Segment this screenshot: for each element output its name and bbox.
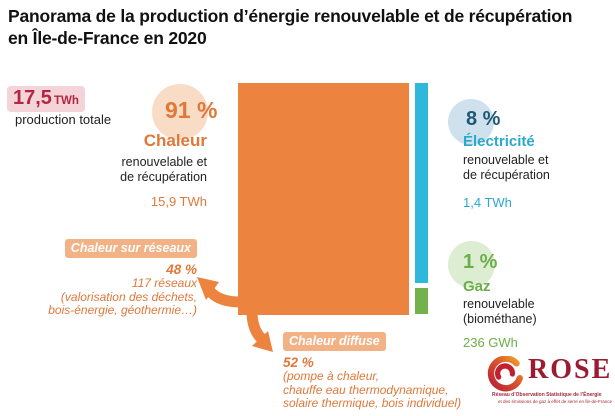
heat-desc-line1: renouvelable et: [121, 155, 207, 169]
gas-percent-circle: [448, 241, 495, 288]
heat-amount: 15,9 TWh: [150, 194, 207, 209]
total-value-highlight: 17,5 TWh: [7, 86, 85, 112]
arrow-to-heat-diffuse-icon: [246, 313, 273, 352]
heat-diffuse-badge: Chaleur diffuse: [283, 332, 386, 351]
heat-percent: 91 %: [165, 97, 218, 123]
heat-label-block: Chaleur renouvelable et de récupération …: [120, 131, 207, 209]
heat-networks-callout: Chaleur sur réseaux 48 % 117 réseaux (va…: [48, 239, 197, 318]
total-label: production totale: [15, 112, 112, 127]
heat-diffuse-percent: 52 %: [283, 355, 314, 370]
electricity-percent-circle: [448, 99, 494, 145]
heat-networks-line2: (valorisation des déchets,: [60, 289, 197, 304]
electricity-desc-line2: de récupération: [463, 168, 550, 182]
heat-percent-circle: [152, 84, 208, 140]
electricity-bar: [415, 83, 428, 283]
rose-logo: ROSE Réseau d’Observation Statistique de…: [484, 354, 612, 414]
heat-networks-line3: bois-énergie, géothermie…): [48, 303, 197, 317]
gas-desc-line2: (biométhane): [463, 312, 537, 326]
total-production: 17,5 TWh: [7, 86, 85, 112]
heat-diffuse-line2: chauffe eau thermodynamique,: [283, 382, 449, 397]
gas-bar: [415, 288, 428, 314]
heat-diffuse-callout: Chaleur diffuse 52 % (pompe à chaleur, c…: [283, 332, 461, 411]
rose-tagline-line1: Réseau d’Observation Statistique de l’Én…: [492, 392, 602, 398]
page-title: Panorama de la production d’énergie reno…: [8, 6, 598, 49]
heat-diffuse-line3: solaire thermique, bois individuel): [283, 396, 462, 410]
heat-name: Chaleur: [143, 131, 207, 150]
arrow-to-heat-networks-icon: [197, 277, 241, 308]
heat-bar: [238, 83, 409, 315]
electricity-percent: 8 %: [466, 108, 501, 130]
page-title-line1: Panorama de la production d’énergie reno…: [8, 6, 573, 26]
gas-desc-line1: renouvelable: [463, 297, 535, 311]
electricity-amount: 1,4 TWh: [463, 195, 512, 210]
heat-networks-line1: 117 réseaux: [131, 276, 197, 290]
gas-percent: 1 %: [463, 251, 498, 273]
electricity-label-block: Électricité renouvelable et de récupérat…: [463, 133, 550, 210]
gas-name: Gaz: [463, 278, 491, 295]
rose-logo-text: ROSE: [528, 354, 613, 385]
gas-label-block: Gaz renouvelable (biométhane) 236 GWh: [463, 278, 537, 350]
electricity-name: Électricité: [463, 133, 535, 150]
rose-swirl-icon: [487, 356, 523, 392]
gas-amount: 236 GWh: [463, 335, 518, 350]
rose-tagline-line2: et des émissions de gaz à effet de serre…: [498, 399, 612, 404]
electricity-desc-line1: renouvelable et: [463, 153, 549, 167]
heat-networks-percent: 48 %: [166, 262, 197, 277]
total-unit: TWh: [53, 95, 79, 107]
total-value: 17,5: [13, 87, 52, 109]
page-title-line2: en Île-de-France en 2020: [8, 27, 207, 48]
heat-desc-line2: de récupération: [120, 170, 207, 184]
heat-diffuse-line1: (pompe à chaleur,: [283, 369, 380, 383]
heat-networks-badge: Chaleur sur réseaux: [64, 239, 197, 258]
